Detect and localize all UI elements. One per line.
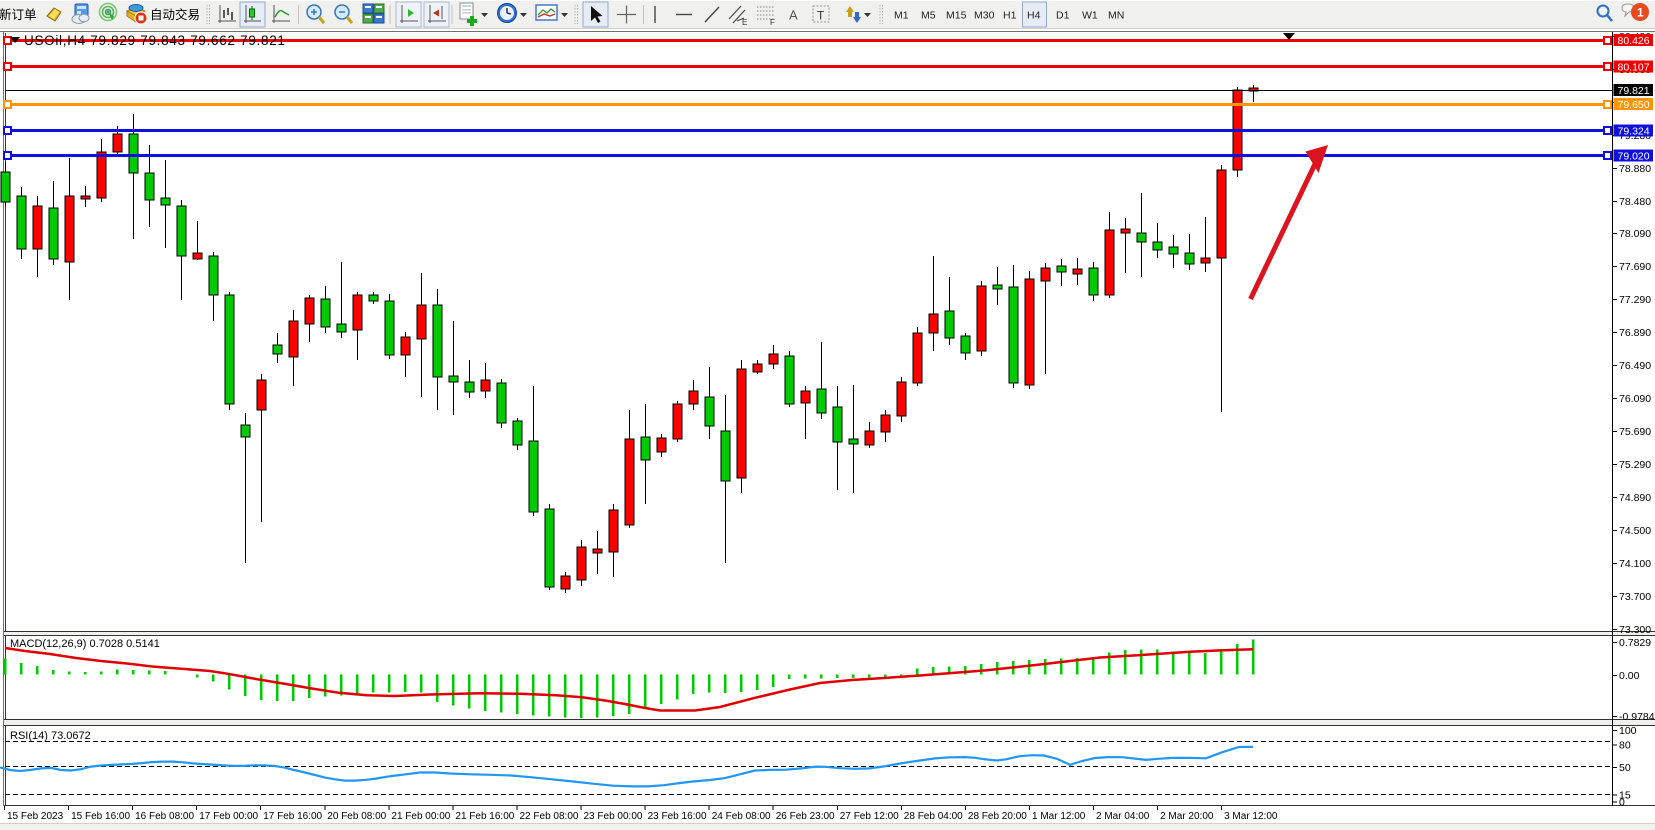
svg-text:28 Feb 04:00: 28 Feb 04:00 — [904, 811, 963, 822]
svg-text:D1: D1 — [1056, 10, 1070, 22]
svg-text:20 Feb 08:00: 20 Feb 08:00 — [327, 811, 386, 822]
svg-text:M30: M30 — [974, 10, 995, 22]
svg-text:2 Mar 20:00: 2 Mar 20:00 — [1160, 811, 1214, 822]
svg-text:76.890: 76.890 — [1619, 327, 1651, 339]
svg-text:3 Mar 12:00: 3 Mar 12:00 — [1224, 811, 1278, 822]
svg-text:H1: H1 — [1003, 10, 1017, 22]
svg-text:74.500: 74.500 — [1619, 525, 1651, 537]
svg-text:0: 0 — [1619, 796, 1625, 808]
svg-text:H4: H4 — [1027, 10, 1041, 22]
svg-text:A: A — [789, 8, 798, 23]
svg-text:23 Feb 16:00: 23 Feb 16:00 — [648, 811, 707, 822]
svg-text:M1: M1 — [894, 10, 909, 22]
svg-text:-0.9784: -0.9784 — [1619, 711, 1655, 723]
svg-text:RSI(14) 73.0672: RSI(14) 73.0672 — [10, 730, 91, 742]
svg-text:M15: M15 — [946, 10, 967, 22]
svg-text:21 Feb 16:00: 21 Feb 16:00 — [455, 811, 514, 822]
svg-text:74.890: 74.890 — [1619, 492, 1651, 504]
svg-text:26 Feb 23:00: 26 Feb 23:00 — [776, 811, 835, 822]
svg-text:76.490: 76.490 — [1619, 360, 1651, 372]
svg-text:15 Feb 2023: 15 Feb 2023 — [7, 811, 64, 822]
svg-text:17 Feb 00:00: 17 Feb 00:00 — [199, 811, 258, 822]
svg-text:79.650: 79.650 — [1618, 99, 1650, 111]
svg-text:77.690: 77.690 — [1619, 261, 1651, 273]
svg-text:15 Feb 16:00: 15 Feb 16:00 — [71, 811, 130, 822]
svg-text:新订单: 新订单 — [0, 7, 37, 22]
svg-text:74.100: 74.100 — [1619, 558, 1651, 570]
svg-text:自动交易: 自动交易 — [150, 7, 200, 22]
svg-text:2 Mar 04:00: 2 Mar 04:00 — [1096, 811, 1150, 822]
svg-text:0.7829: 0.7829 — [1619, 637, 1651, 649]
svg-text:79.821: 79.821 — [1618, 85, 1650, 97]
svg-text:79.324: 79.324 — [1618, 125, 1650, 137]
svg-text:75.290: 75.290 — [1619, 459, 1651, 471]
svg-text:27 Feb 12:00: 27 Feb 12:00 — [840, 811, 899, 822]
svg-text:W1: W1 — [1082, 10, 1098, 22]
svg-text:23 Feb 00:00: 23 Feb 00:00 — [584, 811, 643, 822]
svg-text:28 Feb 20:00: 28 Feb 20:00 — [968, 811, 1027, 822]
svg-text:M5: M5 — [921, 10, 936, 22]
svg-text:75.690: 75.690 — [1619, 426, 1651, 438]
svg-text:73.300: 73.300 — [1619, 624, 1651, 636]
svg-text:24 Feb 08:00: 24 Feb 08:00 — [712, 811, 771, 822]
svg-text:USOil,H4 79.829 79.843 79.662: USOil,H4 79.829 79.843 79.662 79.821 — [24, 33, 286, 48]
svg-text:1 Mar 12:00: 1 Mar 12:00 — [1032, 811, 1086, 822]
svg-text:79.020: 79.020 — [1618, 150, 1650, 162]
svg-text:F: F — [770, 18, 775, 27]
svg-text:73.700: 73.700 — [1619, 591, 1651, 603]
svg-text:78.480: 78.480 — [1619, 196, 1651, 208]
svg-text:15: 15 — [1619, 789, 1631, 801]
svg-text:1: 1 — [1637, 6, 1644, 20]
svg-text:0.00: 0.00 — [1619, 670, 1640, 682]
svg-text:21 Feb 00:00: 21 Feb 00:00 — [391, 811, 450, 822]
svg-text:80.426: 80.426 — [1618, 35, 1650, 47]
svg-text:E: E — [742, 18, 747, 27]
svg-text:17 Feb 16:00: 17 Feb 16:00 — [263, 811, 322, 822]
svg-text:T: T — [817, 9, 825, 23]
svg-text:MACD(12,26,9) 0.7028 0.5141: MACD(12,26,9) 0.7028 0.5141 — [10, 638, 160, 650]
svg-text:78.090: 78.090 — [1619, 228, 1651, 240]
svg-text:100: 100 — [1619, 725, 1637, 737]
svg-text:80: 80 — [1619, 739, 1631, 751]
svg-text:22 Feb 08:00: 22 Feb 08:00 — [520, 811, 579, 822]
svg-text:16 Feb 08:00: 16 Feb 08:00 — [135, 811, 194, 822]
svg-text:50: 50 — [1619, 762, 1631, 774]
svg-text:76.090: 76.090 — [1619, 393, 1651, 405]
svg-text:MN: MN — [1108, 10, 1124, 22]
svg-text:80.107: 80.107 — [1618, 61, 1650, 73]
svg-text:77.290: 77.290 — [1619, 294, 1651, 306]
svg-text:78.880: 78.880 — [1619, 163, 1651, 175]
